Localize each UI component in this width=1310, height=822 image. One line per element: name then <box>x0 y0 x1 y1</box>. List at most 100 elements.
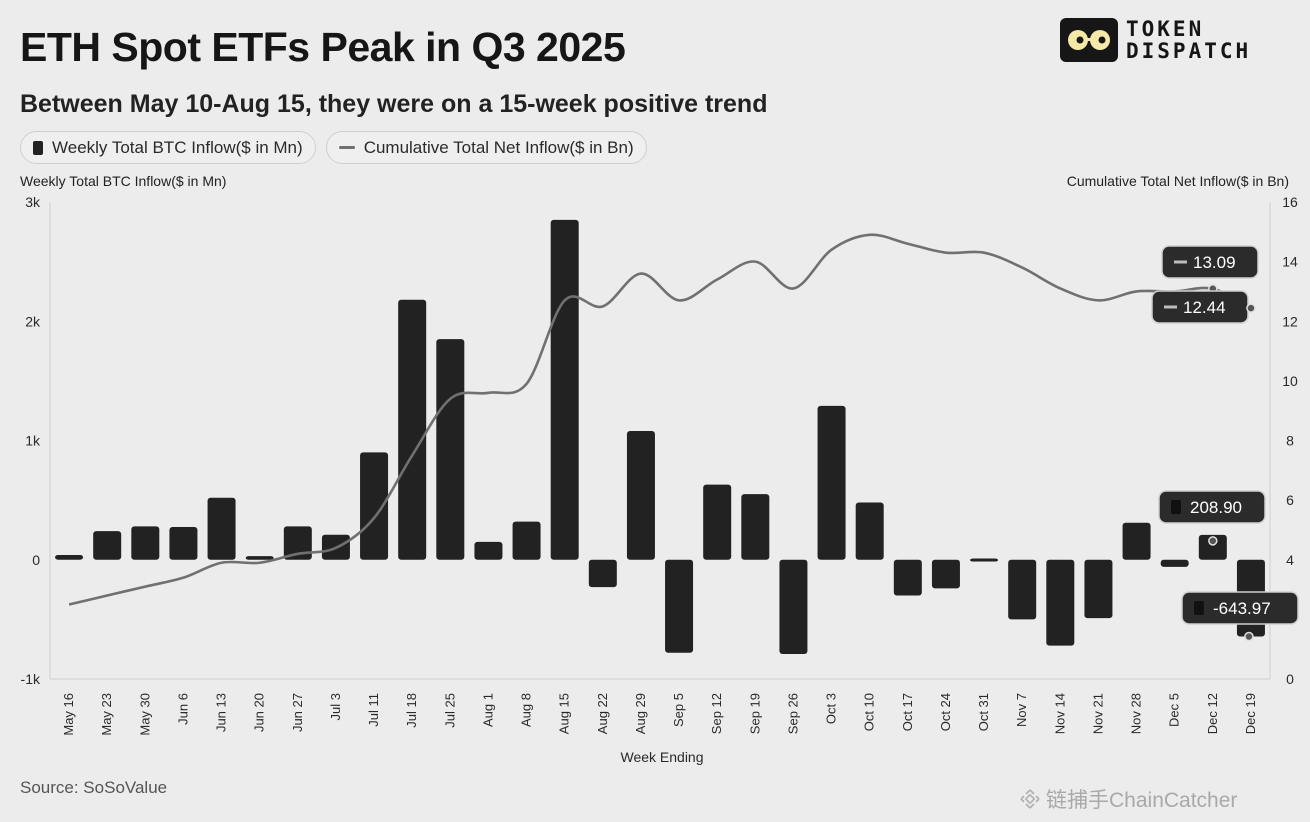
x-tick-label: Nov 14 <box>1052 693 1067 734</box>
y-tick-left-label: 2k <box>25 313 41 329</box>
bar <box>703 484 732 560</box>
bar <box>970 558 999 562</box>
bar <box>893 559 922 596</box>
x-tick-label: May 16 <box>61 693 76 736</box>
x-tick-label: Sep 5 <box>671 693 686 727</box>
y-axis-left-title: Weekly Total BTC Inflow($ in Mn) <box>20 173 227 189</box>
callout-swatch <box>1194 601 1204 615</box>
x-tick-label: May 23 <box>99 693 114 736</box>
x-tick-label: Jul 25 <box>442 693 457 728</box>
bar <box>207 497 236 560</box>
bar <box>741 494 770 560</box>
chart-legend: Weekly Total BTC Inflow($ in Mn) Cumulat… <box>20 131 647 164</box>
token-dispatch-logo: TOKEN DISPATCH <box>1060 18 1251 62</box>
bar <box>1046 559 1075 646</box>
callout-label: 13.09 <box>1193 253 1236 272</box>
callout-box <box>1158 490 1266 524</box>
bar <box>1198 534 1227 560</box>
y-tick-right-label: 6 <box>1286 492 1294 508</box>
callout-swatch <box>1171 500 1181 514</box>
bar <box>588 559 617 588</box>
legend-label-weekly: Weekly Total BTC Inflow($ in Mn) <box>52 137 303 157</box>
x-tick-label: Nov 7 <box>1014 693 1029 727</box>
bar-swatch <box>33 140 43 155</box>
y-tick-right-label: 16 <box>1282 194 1298 210</box>
x-tick-label: Jun 6 <box>175 693 190 725</box>
x-tick-label: Sep 19 <box>747 693 762 734</box>
y-tick-right-label: 4 <box>1286 552 1294 568</box>
x-tick-label: Dec 5 <box>1167 693 1182 727</box>
y-tick-right-label: 12 <box>1282 313 1298 329</box>
chart-subtitle: Between May 10-Aug 15, they were on a 15… <box>20 90 768 118</box>
x-tick-label: Sep 12 <box>709 693 724 734</box>
bar <box>245 556 274 560</box>
x-tick-label: Sep 26 <box>785 693 800 734</box>
line-swatch <box>338 146 355 149</box>
x-tick-label: Jun 27 <box>290 693 305 732</box>
x-tick-label: Aug 29 <box>633 693 648 734</box>
callout-swatch <box>1174 260 1187 264</box>
x-tick-label: Aug 15 <box>557 693 572 734</box>
y-axis-right-title: Cumulative Total Net Inflow($ in Bn) <box>1066 173 1289 189</box>
y-tick-left-label: 3k <box>25 194 41 210</box>
y-tick-right-label: 10 <box>1282 373 1298 389</box>
y-tick-right-label: 8 <box>1286 433 1294 449</box>
x-tick-label: May 30 <box>137 693 152 736</box>
x-tick-label: Jun 20 <box>252 693 267 732</box>
x-tick-label: Dec 12 <box>1205 693 1220 734</box>
watermark-text: 链捕手ChainCatcher <box>1046 789 1238 812</box>
bar <box>169 526 198 560</box>
x-tick-label: Aug 1 <box>480 693 495 727</box>
bar <box>398 299 427 560</box>
x-axis-title: Week Ending <box>620 749 703 765</box>
x-tick-label: Nov 28 <box>1129 693 1144 734</box>
logo-text-line1: TOKEN <box>1126 17 1205 41</box>
bar <box>779 559 808 654</box>
x-tick-label: Oct 10 <box>862 693 877 731</box>
y-tick-left-label: 1k <box>25 433 41 449</box>
y-tick-right-label: 0 <box>1286 671 1294 687</box>
y-tick-left-label: -1k <box>21 671 41 687</box>
chart-title: ETH Spot ETFs Peak in Q3 2025 <box>20 24 626 70</box>
bar <box>436 339 465 560</box>
callout-box <box>1181 591 1299 625</box>
callout-point <box>1246 303 1256 313</box>
y-tick-left-label: 0 <box>32 552 40 568</box>
callout-point <box>1208 536 1218 546</box>
legend-item-weekly-inflow[interactable]: Weekly Total BTC Inflow($ in Mn) <box>20 131 316 164</box>
x-tick-label: Aug 8 <box>519 693 534 727</box>
x-tick-label: Jun 13 <box>214 693 229 732</box>
x-tick-label: Oct 31 <box>976 693 991 731</box>
x-tick-label: Nov 21 <box>1090 693 1105 734</box>
x-tick-label: Jul 18 <box>404 693 419 728</box>
bar <box>93 531 122 560</box>
callout-swatch <box>1164 305 1177 309</box>
legend-item-cumulative[interactable]: Cumulative Total Net Inflow($ in Bn) <box>325 131 647 164</box>
bar <box>474 541 503 560</box>
x-tick-label: Jul 11 <box>366 693 381 727</box>
x-tick-label: Aug 22 <box>595 693 610 734</box>
callout-box <box>1161 245 1259 279</box>
source-note: Source: SoSoValue <box>20 778 168 797</box>
bar <box>360 452 389 560</box>
bar <box>817 405 846 560</box>
x-tick-label: Oct 3 <box>824 693 839 724</box>
callout-label: -643.97 <box>1213 599 1271 618</box>
bar <box>665 559 694 653</box>
bar <box>1160 559 1189 567</box>
y-tick-right-label: 14 <box>1282 254 1298 270</box>
x-tick-label: Oct 17 <box>900 693 915 731</box>
bar <box>931 559 960 589</box>
bar <box>626 430 655 560</box>
bar <box>1122 522 1151 560</box>
x-tick-label: Oct 24 <box>938 693 953 731</box>
callout-point <box>1244 631 1254 642</box>
bar <box>855 502 884 560</box>
watermark: 链捕手ChainCatcher <box>1020 784 1237 814</box>
cumulative-line <box>68 233 1252 606</box>
callout-label: 208.90 <box>1190 498 1242 517</box>
callout-label: 12.44 <box>1183 298 1226 317</box>
bar <box>1084 559 1113 619</box>
logo-text-line2: DISPATCH <box>1126 39 1252 63</box>
